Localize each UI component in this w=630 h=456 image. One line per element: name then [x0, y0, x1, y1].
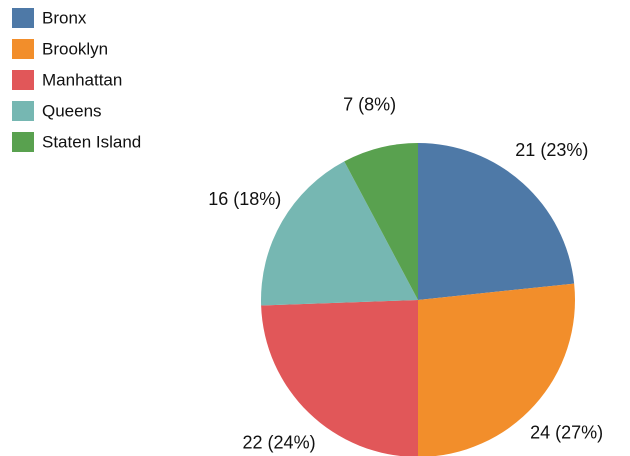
- pie-slice: [261, 161, 418, 306]
- pie-slice: [418, 143, 575, 300]
- legend-swatch: [12, 132, 34, 152]
- legend-swatch: [12, 101, 34, 121]
- legend-label: Brooklyn: [42, 39, 108, 58]
- slice-label: 16 (18%): [208, 189, 281, 209]
- legend-label: Manhattan: [42, 70, 122, 89]
- legend-label: Bronx: [42, 8, 87, 27]
- slice-label: 24 (27%): [530, 423, 603, 443]
- slice-label: 21 (23%): [515, 140, 588, 160]
- legend-swatch: [12, 70, 34, 90]
- pie-slice: [418, 283, 575, 456]
- legend-swatch: [12, 39, 34, 59]
- legend-swatch: [12, 8, 34, 28]
- pie-slice: [344, 143, 418, 300]
- pie-slice: [261, 300, 418, 456]
- slice-label: 7 (8%): [343, 95, 396, 115]
- legend-label: Queens: [42, 101, 102, 120]
- legend-label: Staten Island: [42, 132, 141, 151]
- slice-label: 22 (24%): [243, 433, 316, 453]
